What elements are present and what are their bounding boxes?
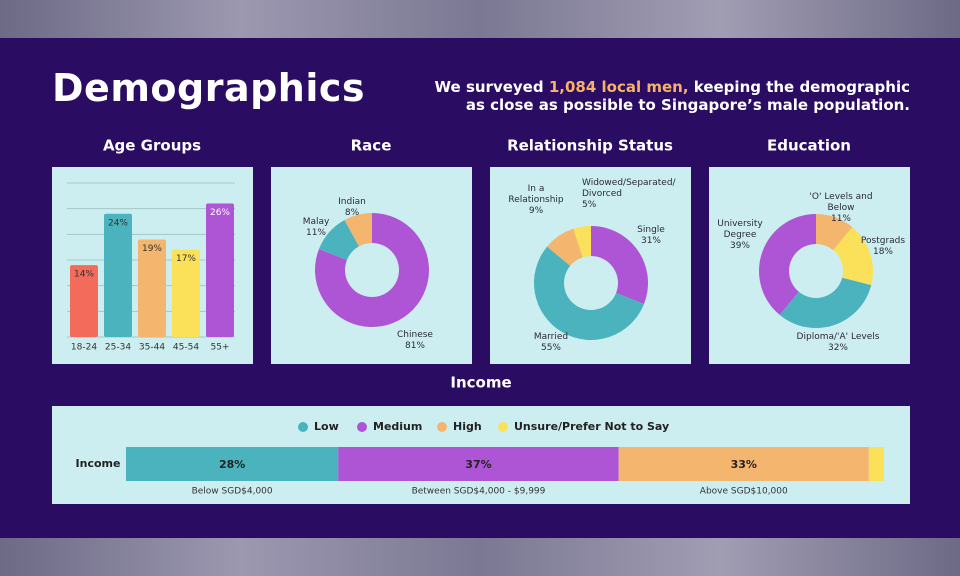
value-label: 55%: [540, 343, 561, 353]
category-label: Married: [533, 332, 569, 342]
donut-slice: [344, 213, 372, 247]
category-label: University Degree: [717, 219, 763, 240]
x-tick-label: 18-24: [71, 343, 97, 353]
slice-label: In a Relationship 9%: [506, 184, 566, 217]
x-tick-label: 25-34: [105, 343, 131, 353]
bar: [206, 203, 234, 337]
legend-label: High: [453, 420, 482, 433]
legend-marker: [437, 422, 447, 432]
value-label: 9%: [528, 206, 544, 216]
donut-slice: [833, 227, 873, 286]
subtitle-highlight: 1,084 local men,: [548, 78, 689, 96]
legend-marker: [298, 422, 308, 432]
bar-segment: [618, 447, 869, 481]
donut-slice: [816, 214, 853, 251]
category-label: Postgrads: [860, 236, 906, 246]
slice-label: Married 55%: [526, 332, 576, 354]
legend-label: Low: [314, 420, 339, 433]
slice-label: 'O' Levels and Below 11%: [796, 192, 886, 225]
donut-slice: [315, 213, 429, 327]
bar: [138, 239, 166, 337]
slice-label: Indian 8%: [332, 197, 372, 219]
slice-label: University Degree 39%: [713, 219, 768, 252]
x-tick-label: 45-54: [173, 343, 199, 353]
donut-slice: [591, 226, 648, 304]
value-label: 32%: [827, 343, 848, 353]
slice-label: Chinese 81%: [385, 330, 445, 352]
page-title: Demographics: [52, 66, 366, 110]
value-label: 26%: [210, 208, 230, 218]
category-label: Chinese: [397, 330, 433, 340]
bar-segment: [338, 447, 619, 481]
value-label: 19%: [142, 244, 162, 254]
bar: [70, 265, 98, 337]
donut-slice: [758, 214, 816, 315]
legend-label: Medium: [373, 420, 422, 433]
bar-segment: [126, 447, 339, 481]
slice-label: Diploma/'A' Levels 32%: [793, 332, 883, 354]
bar: [172, 249, 200, 337]
category-label: Diploma/'A' Levels: [796, 332, 880, 342]
value-label: 5%: [582, 200, 597, 210]
donut-slice: [319, 220, 359, 261]
panel: [709, 167, 910, 364]
category-label: Income: [76, 457, 121, 470]
category-label: Malay: [302, 217, 330, 227]
value-label: 8%: [344, 208, 360, 218]
chart-title: Age Groups: [103, 137, 201, 155]
category-label: Indian: [338, 197, 366, 207]
photo-edge: [0, 538, 960, 576]
value-label: 17%: [176, 254, 196, 264]
legend-marker: [498, 422, 508, 432]
x-tick-label: 55+: [211, 343, 230, 353]
photo-edge: [0, 0, 960, 38]
value-label: 24%: [108, 218, 128, 228]
category-label: Widowed/Separated/ Divorced: [582, 178, 676, 199]
slice-label: Malay 11%: [296, 217, 336, 239]
category-label: In a Relationship: [508, 184, 564, 205]
subtitle-text: We surveyed: [434, 78, 544, 96]
slice-label: Widowed/Separated/ Divorced 5%: [582, 178, 676, 211]
value-label: 18%: [872, 247, 893, 257]
value-label: 33%: [731, 458, 757, 471]
value-label: 31%: [640, 236, 661, 246]
value-label: 39%: [729, 241, 750, 251]
donut-slice: [573, 226, 591, 258]
value-label: 11%: [830, 214, 851, 224]
value-label: 81%: [404, 341, 425, 351]
value-label: 14%: [74, 270, 94, 280]
subtitle: We surveyed 1,084 local men, keeping the…: [435, 78, 910, 114]
donut-slice: [779, 277, 872, 329]
slice-label: Single 31%: [626, 225, 676, 247]
subtitle-text: as close as possible to Singapore’s male…: [465, 96, 910, 114]
x-tick-label: 35-44: [139, 343, 165, 353]
legend-marker: [357, 422, 367, 432]
donut-slice: [534, 246, 644, 341]
slice-label: Postgrads 18%: [853, 236, 913, 258]
value-label: 37%: [465, 458, 491, 471]
segment-note: Above SGD$10,000: [700, 487, 788, 497]
value-label: 11%: [305, 228, 326, 238]
segment-note: Between SGD$4,000 - $9,999: [412, 487, 546, 497]
category-label: Single: [637, 225, 665, 235]
value-label: 28%: [219, 458, 245, 471]
legend-label: Unsure/Prefer Not to Say: [514, 420, 669, 433]
category-label: 'O' Levels and Below: [809, 192, 873, 213]
chart-title: Education: [767, 137, 851, 155]
donut-slice: [547, 228, 583, 266]
subtitle-text: keeping the demographic: [693, 78, 910, 96]
bar-segment: [868, 447, 884, 481]
bar: [104, 213, 132, 337]
chart-title: Income: [450, 374, 511, 392]
panel: [271, 167, 472, 364]
chart-title: Race: [351, 137, 392, 155]
chart-title: Relationship Status: [507, 137, 673, 155]
segment-note: Below SGD$4,000: [192, 487, 273, 497]
